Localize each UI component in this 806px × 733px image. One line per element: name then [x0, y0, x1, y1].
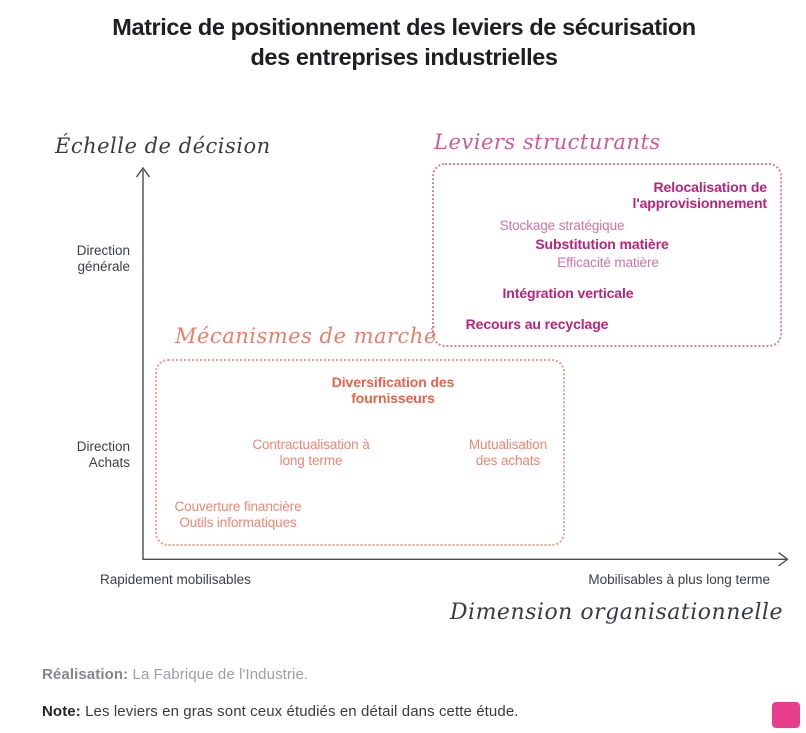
- group-marche-title: Mécanismes de marché: [175, 324, 437, 348]
- item-efficacite-matiere: Efficacité matière: [557, 255, 659, 270]
- item-integration-verticale: Intégration verticale: [502, 285, 634, 301]
- watermark-badge: [772, 702, 800, 728]
- realisation-label: Réalisation:: [42, 666, 129, 683]
- item-mutualisation-achats: Mutualisation des achats: [468, 437, 548, 468]
- figure-title: Matrice de positionnement des leviers de…: [14, 12, 794, 72]
- x-axis-arrowhead-icon: [778, 551, 789, 567]
- y-tick-direction-generale: Direction générale: [54, 243, 130, 275]
- item-outils-informatiques: Outils informatiques: [179, 515, 297, 530]
- y-axis-arrowhead-icon: [135, 166, 151, 178]
- y-tick-direction-achats: Direction Achats: [54, 439, 130, 471]
- y-tick-line: Achats: [88, 455, 130, 470]
- note-line: Note: Les leviers en gras sont ceux étud…: [42, 703, 519, 720]
- item-diversification-fournisseurs: Diversification des fournisseurs: [331, 374, 455, 406]
- group-structurants-box: [432, 163, 782, 347]
- realisation-text: La Fabrique de l'Industrie.: [128, 666, 309, 683]
- note-label: Note:: [42, 703, 81, 720]
- y-tick-line: Direction: [76, 439, 130, 454]
- item-couverture-financiere: Couverture financière: [174, 499, 302, 514]
- group-structurants-title: Leviers structurants: [434, 130, 661, 154]
- x-tick-right: Mobilisables à plus long terme: [588, 572, 770, 587]
- item-stockage-strategique: Stockage stratégique: [499, 218, 625, 233]
- item-substitution-matiere: Substitution matière: [535, 236, 669, 252]
- y-tick-line: Direction: [76, 243, 130, 258]
- realisation-line: Réalisation: La Fabrique de l'Industrie.: [42, 666, 308, 683]
- x-axis-label: Dimension organisationnelle: [449, 600, 783, 625]
- y-axis-label: Échelle de décision: [55, 134, 271, 158]
- item-couverture-outils: Couverture financière Outils informatiqu…: [157, 499, 319, 531]
- x-tick-left: Rapidement mobilisables: [100, 572, 251, 587]
- item-contractualisation-long-terme: Contractualisation à long terme: [252, 437, 370, 468]
- note-text: Les leviers en gras sont ceux étudiés en…: [80, 703, 519, 720]
- y-tick-line: générale: [77, 259, 130, 274]
- figure-title-line1: Matrice de positionnement des leviers de…: [112, 14, 696, 40]
- figure-title-line2: des entreprises industrielles: [250, 44, 558, 70]
- item-recours-recyclage: Recours au recyclage: [465, 316, 609, 332]
- group-marche-box: [155, 359, 565, 546]
- item-relocalisation-approvisionnement: Relocalisation de l'approvisionnement: [632, 179, 768, 211]
